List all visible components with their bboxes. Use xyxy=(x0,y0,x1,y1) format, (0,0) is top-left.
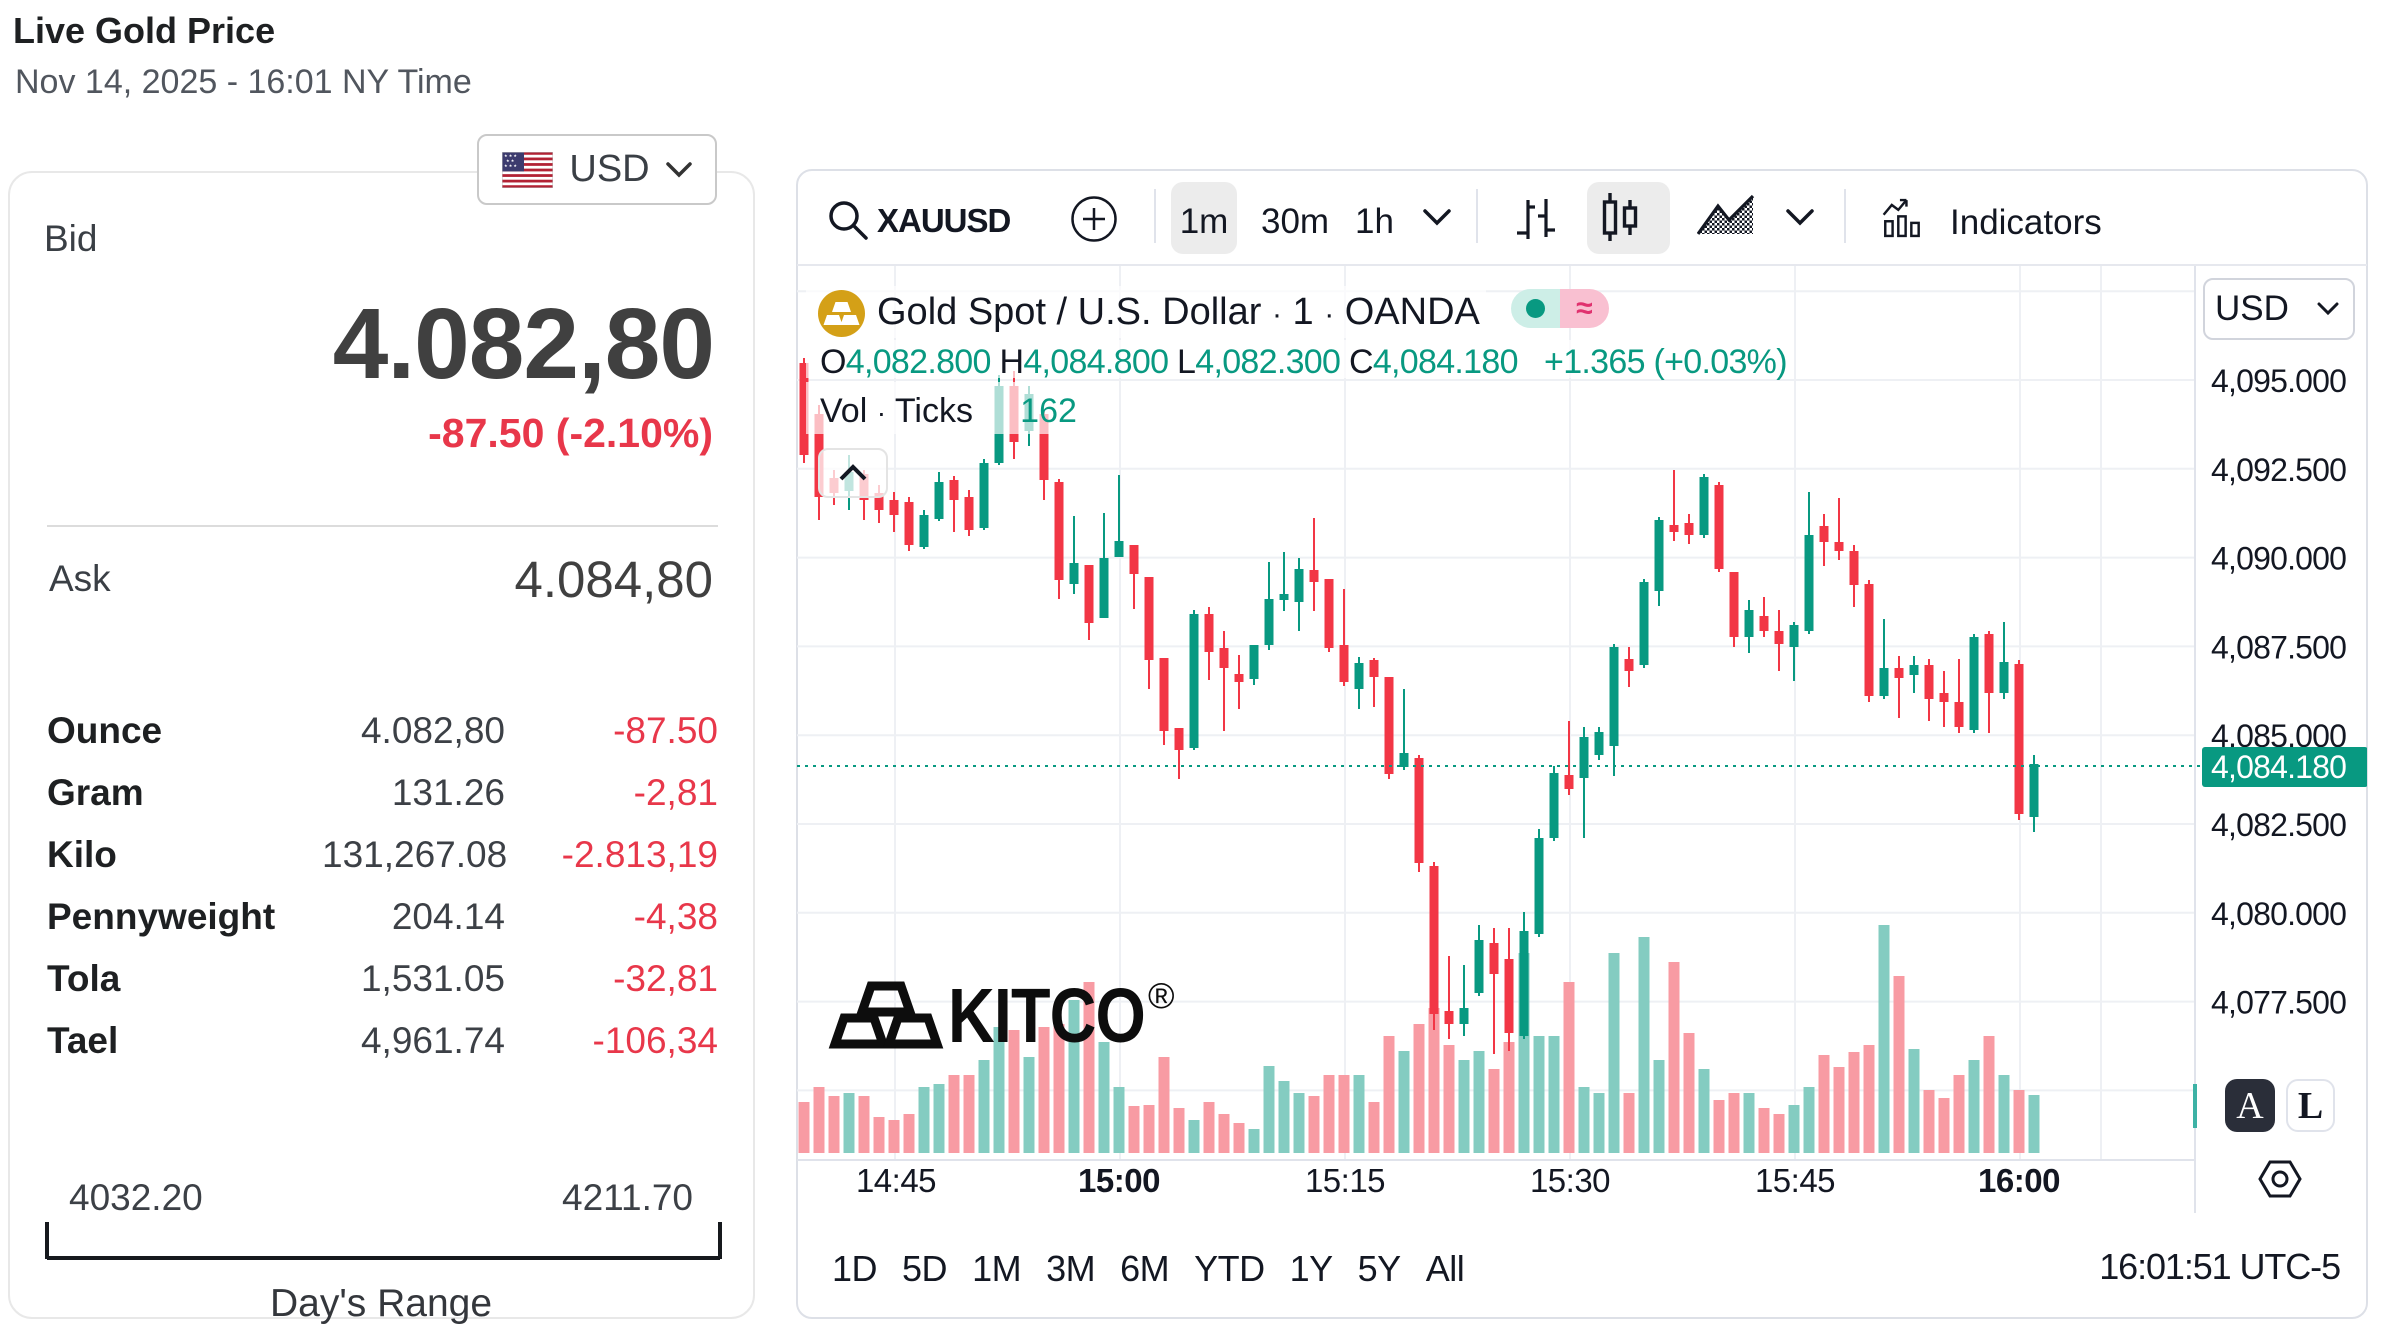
svg-text:®: ® xyxy=(1148,975,1175,1016)
svg-text:4,087.500: 4,087.500 xyxy=(2211,629,2346,665)
svg-text:★ ★ ★: ★ ★ ★ xyxy=(504,163,517,168)
svg-text:4,090.000: 4,090.000 xyxy=(2211,541,2346,577)
svg-text:16:00: 16:00 xyxy=(1978,1162,2060,1199)
svg-text:★ ★ ★: ★ ★ ★ xyxy=(504,153,517,158)
svg-text:4,084.180: 4,084.180 xyxy=(2211,749,2346,785)
svg-text:15:15: 15:15 xyxy=(1305,1162,1385,1199)
svg-text:4,077.500: 4,077.500 xyxy=(2211,985,2346,1021)
svg-text:★ ★: ★ ★ xyxy=(506,158,515,163)
svg-text:4,082.500: 4,082.500 xyxy=(2211,807,2346,843)
svg-text:15:00: 15:00 xyxy=(1078,1162,1160,1199)
svg-text:4,080.000: 4,080.000 xyxy=(2211,896,2346,932)
svg-text:KITCO: KITCO xyxy=(948,974,1145,1060)
svg-text:4,095.000: 4,095.000 xyxy=(2211,363,2346,399)
svg-text:14:45: 14:45 xyxy=(856,1162,936,1199)
svg-text:15:45: 15:45 xyxy=(1755,1162,1835,1199)
svg-text:4,092.500: 4,092.500 xyxy=(2211,452,2346,488)
svg-text:15:30: 15:30 xyxy=(1530,1162,1610,1199)
